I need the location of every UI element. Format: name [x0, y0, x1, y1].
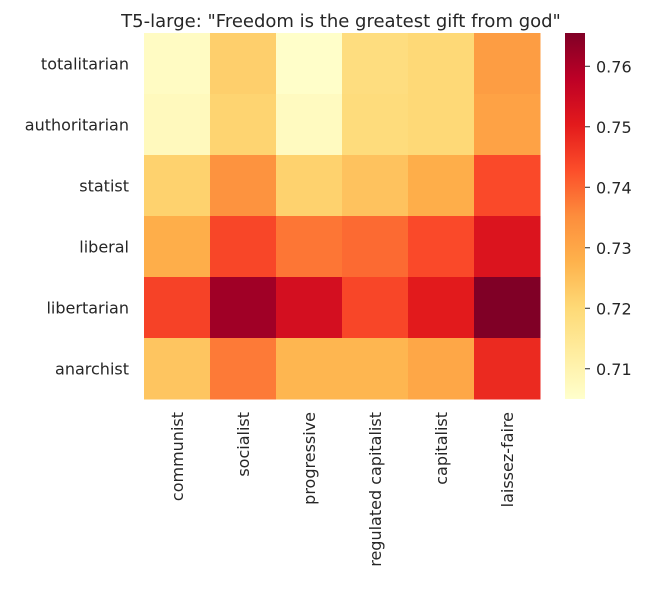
y-tick-label: libertarian	[46, 299, 129, 318]
heatmap-cell	[144, 277, 211, 339]
heatmap-cell	[342, 216, 409, 278]
x-tick-label: communist	[168, 412, 187, 501]
colorbar-tick-label: 0.76	[596, 57, 632, 76]
heatmap-cell	[210, 216, 277, 278]
heatmap-cells	[144, 33, 541, 400]
heatmap-cell	[342, 155, 409, 217]
y-tick-label: liberal	[79, 238, 129, 257]
heatmap-cell	[276, 216, 343, 278]
colorbar	[565, 33, 585, 399]
x-tick-label: laissez-faire	[498, 412, 517, 507]
heatmap-cell	[144, 216, 211, 278]
heatmap-cell	[144, 338, 211, 400]
heatmap-cell	[210, 94, 277, 156]
heatmap-cell	[342, 33, 409, 95]
heatmap-cell	[144, 33, 211, 95]
heatmap-cell	[474, 216, 541, 278]
heatmap-cell	[276, 155, 343, 217]
heatmap-cell	[474, 94, 541, 156]
y-tick-labels: totalitarian authoritarian statist liberal l…	[25, 55, 129, 379]
colorbar-tick-label: 0.72	[596, 299, 632, 318]
heatmap-cell	[342, 94, 409, 156]
y-tick-label: authoritarian	[25, 116, 129, 135]
heatmap-cell	[474, 155, 541, 217]
heatmap-cell	[408, 277, 475, 339]
heatmap-cell	[144, 94, 211, 156]
x-tick-label: progressive	[300, 412, 319, 505]
heatmap-cell	[408, 338, 475, 400]
heatmap-cell	[408, 216, 475, 278]
colorbar-tick-label: 0.71	[596, 360, 632, 379]
y-tick-label: anarchist	[55, 360, 129, 379]
heatmap-cell	[342, 338, 409, 400]
x-tick-label: capitalist	[432, 412, 451, 485]
colorbar-tick-label: 0.74	[596, 178, 632, 197]
x-tick-label: socialist	[234, 412, 253, 477]
y-tick-label: statist	[79, 177, 129, 196]
x-tick-label: regulated capitalist	[366, 412, 385, 567]
heatmap-cell	[276, 94, 343, 156]
x-tick-labels: communist socialist progressive regulated c…	[168, 412, 517, 567]
y-tick-label: totalitarian	[41, 55, 129, 74]
heatmap-cell	[408, 94, 475, 156]
chart-title: T5-large: "Freedom is the greatest gift …	[120, 11, 561, 32]
heatmap-cell	[210, 338, 277, 400]
heatmap-cell	[408, 33, 475, 95]
heatmap-cell	[276, 33, 343, 95]
heatmap-cell	[474, 338, 541, 400]
heatmap-cell	[210, 277, 277, 339]
heatmap-cell	[474, 33, 541, 95]
colorbar-tick-label: 0.75	[596, 118, 632, 137]
heatmap-cell	[276, 277, 343, 339]
heatmap-cell	[408, 155, 475, 217]
colorbar-ticks: 0.71 0.72 0.73 0.74 0.75 0.76	[585, 57, 632, 379]
heatmap-cell	[474, 277, 541, 339]
colorbar-tick-label: 0.73	[596, 239, 632, 258]
heatmap-cell	[342, 277, 409, 339]
heatmap-cell	[210, 155, 277, 217]
heatmap-cell	[276, 338, 343, 400]
heatmap-cell	[210, 33, 277, 95]
heatmap-cell	[144, 155, 211, 217]
